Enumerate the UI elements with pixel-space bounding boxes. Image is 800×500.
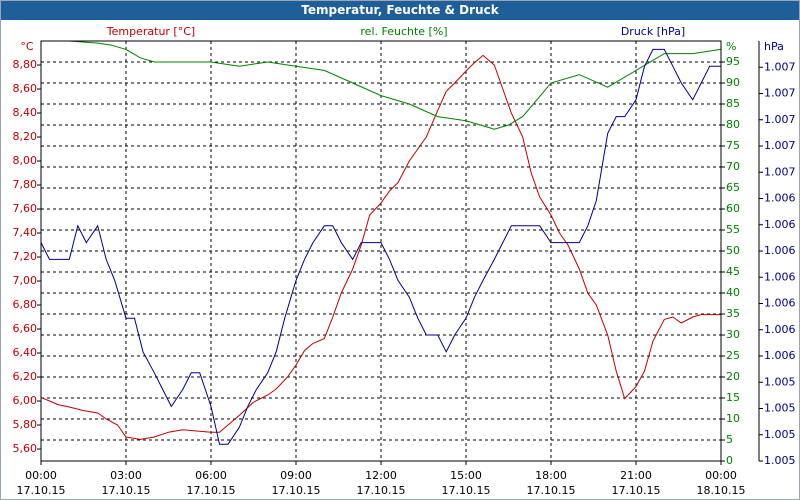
temperature-tick-label: 6,00 (13, 394, 38, 407)
humidity-tick-label: 30 (726, 328, 740, 341)
series-line-pressure (40, 48, 721, 445)
pressure-tick-label: 1.005 (764, 454, 796, 467)
temperature-tick-label: 6,20 (13, 370, 38, 383)
humidity-tick-label: 80 (726, 118, 740, 131)
temperature-tick-label: 8,40 (13, 106, 38, 119)
humidity-tick-label: 65 (726, 181, 740, 194)
humidity-tick-label: 45 (726, 265, 740, 278)
pressure-tick-label: 1.005 (764, 428, 796, 441)
chart-title: Temperatur, Feuchte & Druck (1, 1, 799, 20)
temperature-tick-label: 8,20 (13, 130, 38, 143)
humidity-tick-label: 10 (726, 412, 740, 425)
x-tick-date: 18.10.15 (697, 484, 746, 497)
pressure-tick-label: 1.006 (764, 270, 796, 283)
x-tick-time: 09:00 (280, 469, 312, 482)
x-tick-time: 21:00 (620, 469, 652, 482)
pressure-tick-label: 1.006 (764, 192, 796, 205)
humidity-tick-label: 25 (726, 349, 740, 362)
series-layer (40, 40, 722, 445)
temperature-tick-label: 8,60 (13, 82, 38, 95)
pressure-tick-label: 1.007 (764, 139, 796, 152)
x-tick-time: 00:00 (25, 469, 57, 482)
humidity-tick-label: 60 (726, 202, 740, 215)
temperature-tick-label: 6,60 (13, 322, 38, 335)
temperature-axis-title: Temperatur [°C] (106, 25, 195, 38)
temperature-tick-label: 5,80 (13, 418, 38, 431)
x-tick-date: 17.10.15 (272, 484, 321, 497)
grid-lines (41, 41, 721, 461)
humidity-tick-label: 70 (726, 160, 740, 173)
pressure-tick-label: 1.007 (764, 60, 796, 73)
humidity-unit-label: % (726, 40, 736, 53)
humidity-tick-label: 35 (726, 307, 740, 320)
humidity-tick-label: 85 (726, 97, 740, 110)
labels-layer: 5,60 5,80 6,00 6,20 6,40 6,60 6,80 7,00 7,20 7,40… (13, 25, 796, 497)
humidity-tick-label: 0 (726, 454, 733, 467)
humidity-tick-label: 15 (726, 391, 740, 404)
temperature-tick-label: 7,60 (13, 202, 38, 215)
pressure-tick-label: 1.006 (764, 323, 796, 336)
pressure-tick-label: 1.006 (764, 244, 796, 257)
temperature-tick-label: 8,00 (13, 154, 38, 167)
temperature-tick-label: 7,40 (13, 226, 38, 239)
temperature-tick-label: 8,80 (13, 58, 38, 71)
humidity-axis-title: rel. Feuchte [%] (360, 25, 447, 38)
pressure-tick-label: 1.006 (764, 218, 796, 231)
humidity-tick-label: 90 (726, 76, 740, 89)
x-tick-time: 06:00 (195, 469, 227, 482)
humidity-tick-label: 55 (726, 223, 740, 236)
humidity-tick-label: 75 (726, 139, 740, 152)
humidity-tick-label: 5 (726, 433, 733, 446)
x-tick-date: 17.10.15 (17, 484, 66, 497)
humidity-tick-label: 20 (726, 370, 740, 383)
x-tick-time: 18:00 (535, 469, 567, 482)
axes-layer (37, 40, 763, 465)
temperature-tick-label: 7,80 (13, 178, 38, 191)
x-tick-date: 17.10.15 (357, 484, 406, 497)
x-tick-date: 17.10.15 (612, 484, 661, 497)
pressure-tick-label: 1.007 (764, 165, 796, 178)
x-tick-time: 12:00 (365, 469, 397, 482)
temperature-tick-label: 6,40 (13, 346, 38, 359)
temperature-tick-label: 7,20 (13, 250, 38, 263)
x-tick-date: 17.10.15 (527, 484, 576, 497)
x-tick-time: 00:00 (705, 469, 737, 482)
x-tick-time: 03:00 (110, 469, 142, 482)
humidity-tick-label: 40 (726, 286, 740, 299)
temperature-tick-label: 6,80 (13, 298, 38, 311)
humidity-tick-label: 50 (726, 244, 740, 257)
series-line-humidity (41, 40, 722, 130)
pressure-tick-label: 1.005 (764, 375, 796, 388)
temperature-tick-label: 7,00 (13, 274, 38, 287)
pressure-tick-label: 1.007 (764, 87, 796, 100)
series-line-temperature (40, 54, 721, 440)
pressure-axis-title: Druck [hPa] (621, 25, 685, 38)
x-tick-time: 15:00 (450, 469, 482, 482)
pressure-tick-label: 1.006 (764, 349, 796, 362)
pressure-tick-label: 1.006 (764, 297, 796, 310)
temperature-unit-label: °C (20, 40, 34, 53)
x-tick-date: 17.10.15 (102, 484, 151, 497)
temperature-tick-label: 5,60 (13, 442, 38, 455)
x-tick-date: 17.10.15 (187, 484, 236, 497)
x-tick-date: 17.10.15 (442, 484, 491, 497)
pressure-unit-label: hPa (764, 40, 784, 53)
humidity-tick-label: 95 (726, 55, 740, 68)
pressure-tick-label: 1.005 (764, 402, 796, 415)
pressure-tick-label: 1.007 (764, 113, 796, 126)
